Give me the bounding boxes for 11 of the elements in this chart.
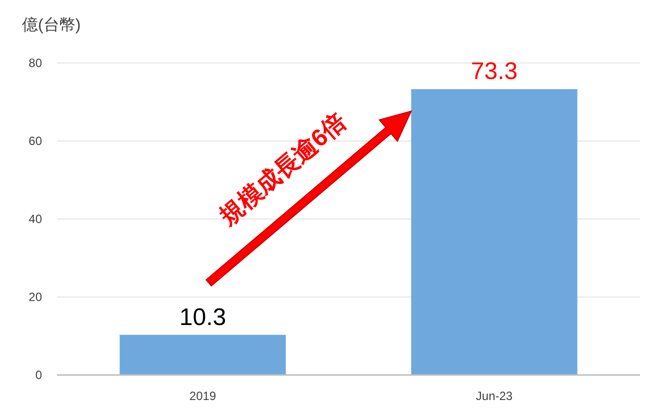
y-tick-label: 20 — [28, 290, 42, 304]
x-tick-label: 2019 — [189, 389, 216, 403]
data-label: 10.3 — [179, 304, 226, 331]
y-tick-label: 80 — [28, 56, 42, 70]
y-tick-label: 60 — [28, 134, 42, 148]
data-label: 73.3 — [470, 58, 518, 86]
y-tick-label: 0 — [35, 368, 42, 382]
x-tick-label: Jun-23 — [476, 389, 513, 403]
y-tick-label: 40 — [28, 212, 42, 226]
annotation: 規模成長逾6倍 — [214, 108, 352, 232]
y-axis-title: 億(台幣) — [22, 16, 81, 34]
